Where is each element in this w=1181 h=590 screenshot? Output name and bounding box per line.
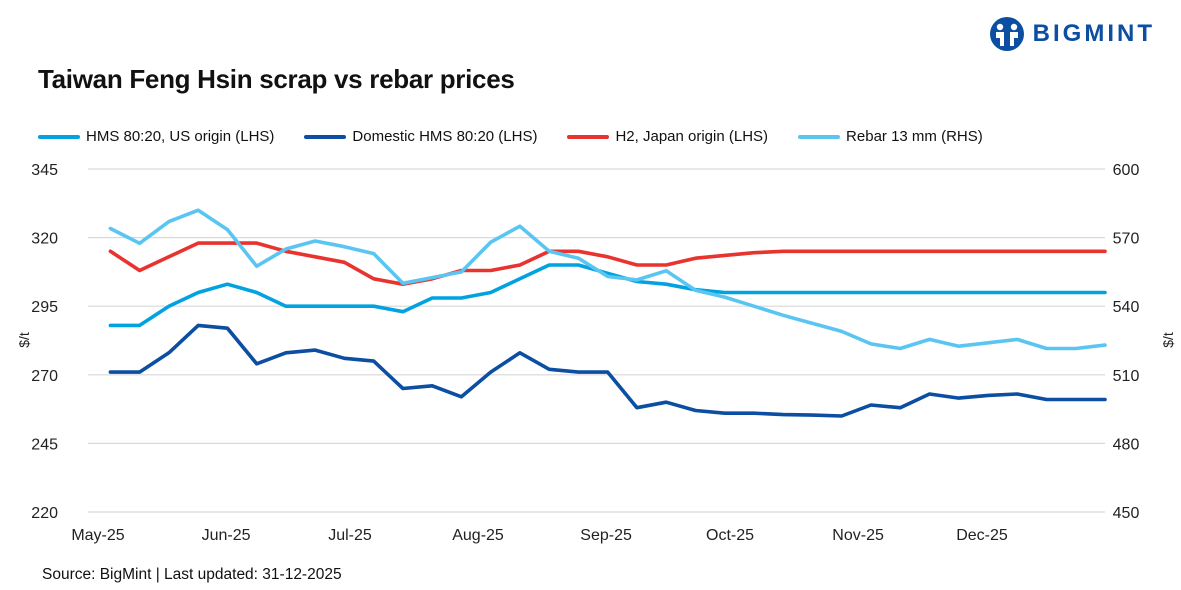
legend-label: H2, Japan origin (LHS) (615, 128, 769, 145)
legend-item: H2, Japan origin (LHS) (567, 128, 768, 145)
y-tick-label-right: 540 (1113, 299, 1140, 316)
series-line-3 (108, 241, 1107, 287)
series-line-4 (108, 208, 1107, 351)
series-line-1 (108, 263, 1107, 328)
y-tick-label-right: 450 (1113, 505, 1140, 522)
chart-title: Taiwan Feng Hsin scrap vs rebar prices (38, 64, 515, 94)
x-tick-label: Jul-25 (328, 527, 372, 544)
y-tick-label-left: 345 (31, 162, 58, 179)
y-tick-label-right: 600 (1113, 162, 1140, 179)
y-tick-label-right: 570 (1113, 231, 1140, 248)
y-tick-label-right: 480 (1113, 436, 1140, 453)
legend-label: HMS 80:20, US origin (LHS) (86, 128, 275, 145)
x-tick-label: Nov-25 (832, 527, 884, 544)
y-axis-title-right: $/t (1160, 332, 1176, 348)
x-tick-label: Aug-25 (452, 527, 504, 544)
y-tick-label-left: 320 (31, 231, 58, 248)
legend-swatch (304, 134, 347, 139)
series-line-2 (108, 323, 1107, 418)
logo-text: BIGMINT (1032, 20, 1155, 47)
y-tick-label-left: 270 (31, 368, 58, 385)
y-tick-label-right: 510 (1113, 368, 1140, 385)
source-note: Source: BigMint | Last updated: 31-12-20… (42, 566, 342, 583)
legend-swatch (567, 134, 610, 139)
y-tick-label-left: 220 (31, 505, 58, 522)
legend-label: Domestic HMS 80:20 (LHS) (352, 128, 538, 145)
y-tick-label-left: 295 (31, 299, 58, 316)
bigmint-logo: BIGMINT (989, 16, 1155, 52)
bigmint-logo-icon (989, 17, 1024, 51)
legend-item: Rebar 13 mm (RHS) (798, 128, 983, 145)
legend-swatch (798, 134, 841, 139)
legend-swatch (38, 134, 80, 139)
y-axis-title-left: $/t (16, 332, 32, 348)
x-tick-label: Oct-25 (706, 527, 754, 544)
y-tick-label-left: 245 (31, 436, 58, 453)
legend: HMS 80:20, US origin (LHS) Domestic HMS 8… (38, 128, 983, 145)
legend-label: Rebar 13 mm (RHS) (846, 128, 983, 145)
x-tick-label: May-25 (71, 527, 124, 544)
legend-item: Domestic HMS 80:20 (LHS) (304, 128, 537, 145)
legend-item: HMS 80:20, US origin (LHS) (38, 128, 274, 145)
x-tick-label: Sep-25 (580, 527, 632, 544)
x-tick-label: Jun-25 (202, 527, 251, 544)
x-tick-label: Dec-25 (956, 527, 1008, 544)
